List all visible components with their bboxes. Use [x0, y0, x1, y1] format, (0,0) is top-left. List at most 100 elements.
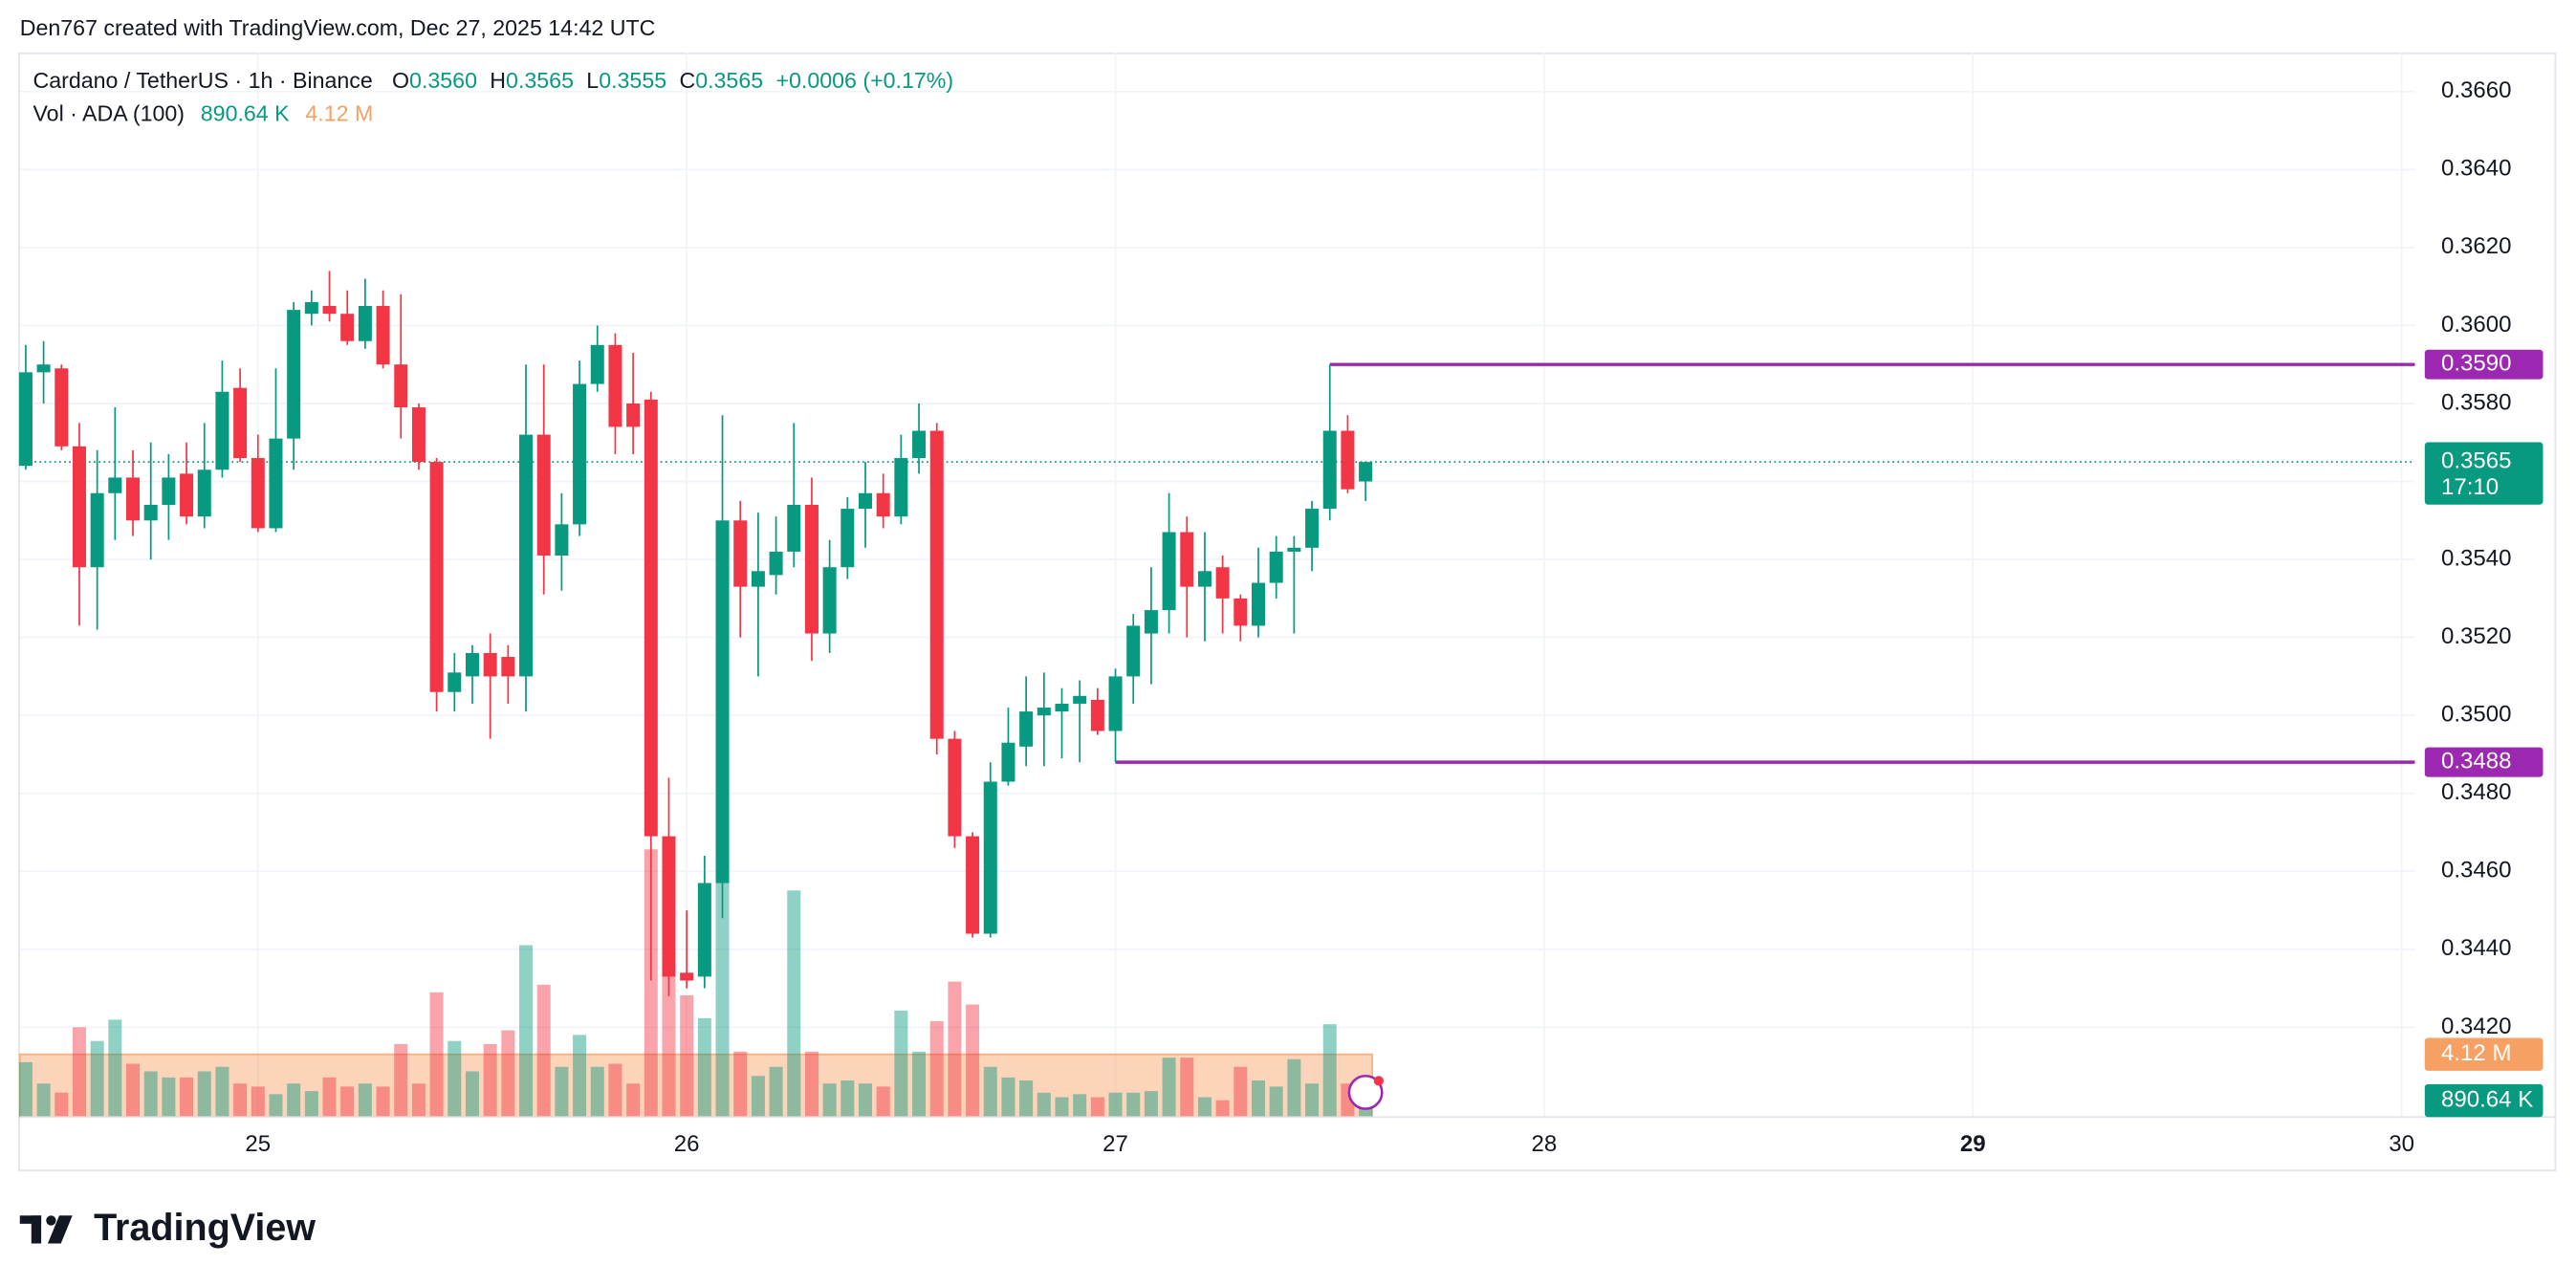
legend-volume: Vol · ADA (100) 890.64 K 4.12 M [33, 100, 373, 125]
volume-bar [55, 1092, 69, 1118]
candle-body [822, 567, 837, 634]
candle-body [215, 391, 229, 470]
candle-body [233, 387, 248, 459]
volume-bar [251, 1086, 265, 1118]
candle-body [804, 504, 819, 634]
volume-bar [1126, 1092, 1141, 1118]
volume-bar [1090, 1097, 1104, 1118]
volume-bar [966, 1004, 980, 1118]
candle-body [501, 657, 515, 677]
volume-bar [804, 1051, 819, 1118]
level-label-box [2424, 747, 2543, 777]
volume-bar [948, 981, 962, 1118]
candle-body [662, 836, 676, 977]
logo-mark [47, 1215, 73, 1244]
candle-body [912, 430, 927, 459]
level-label: 0.3488 [2441, 748, 2512, 774]
last-price-label: 0.3565 [2441, 447, 2512, 473]
volume-ma-label: 4.12 M [2441, 1040, 2512, 1066]
ohlc-value: 0.3555 [599, 68, 666, 93]
candle-body [72, 446, 86, 568]
candle-body [180, 473, 194, 517]
candle-body [143, 504, 158, 521]
volume-bar [1001, 1077, 1015, 1118]
candle-body [1341, 430, 1355, 490]
volume-ma-area [18, 1053, 1373, 1119]
volume-bar [358, 1083, 372, 1118]
x-tick-label: 30 [2389, 1131, 2414, 1157]
volume-bar [90, 1040, 104, 1118]
candle-body [626, 403, 641, 427]
volume-bar [143, 1071, 158, 1118]
candle-body [590, 344, 604, 384]
volume-bar [287, 1083, 301, 1118]
volume-bar [72, 1027, 86, 1118]
candle-body [1073, 695, 1087, 704]
candle-body [733, 520, 748, 587]
candle-body [126, 477, 141, 521]
y-tick-label: 0.3540 [2441, 545, 2512, 571]
alert-icon [1347, 1074, 1384, 1110]
y-tick-label: 0.3580 [2441, 389, 2512, 415]
volume-bar [1180, 1058, 1194, 1118]
volume-bar [1215, 1100, 1230, 1118]
candle-body [269, 438, 283, 529]
volume-bar [555, 1066, 569, 1118]
x-tick-label: 25 [245, 1131, 271, 1157]
x-tick-label: 27 [1102, 1131, 1128, 1157]
volume-bar [340, 1086, 355, 1118]
volume-bar [787, 890, 801, 1118]
y-tick-label: 0.3460 [2441, 858, 2512, 883]
candle-body [715, 520, 730, 883]
candle-body [1037, 708, 1051, 716]
ohlc-key: H [490, 68, 506, 93]
volume-bar [1197, 1097, 1212, 1118]
legend-main: Cardano / TetherUS · 1h · Binance O0.356… [33, 68, 953, 93]
volume-pane [18, 849, 1373, 1119]
volume-bar [197, 1071, 211, 1118]
logo-mark [46, 1215, 56, 1226]
volume-last-label-box [2424, 1083, 2543, 1118]
volume-bar [1287, 1058, 1301, 1118]
candle-body [858, 492, 872, 510]
candle-body [287, 310, 301, 439]
volume-bar [608, 1063, 622, 1118]
volume-last-label: 890.64 K [2441, 1086, 2533, 1112]
y-tick-label: 0.3480 [2441, 779, 2512, 805]
volume-bar [448, 1040, 462, 1118]
level-label-box [2424, 349, 2543, 380]
candle-body [483, 652, 497, 677]
candle-body [1305, 509, 1320, 548]
volume-bar [519, 945, 534, 1118]
logo-text: TradingView [94, 1207, 316, 1249]
volume-bar [894, 1010, 908, 1118]
candle-body [1162, 532, 1176, 611]
ohlc-value: 0.3565 [695, 68, 763, 93]
candle-body [1197, 571, 1212, 587]
candle-body [966, 836, 980, 934]
volume-bar [983, 1066, 997, 1118]
candle-body [340, 314, 355, 341]
candle-body [1287, 547, 1301, 552]
x-tick-label: 26 [674, 1131, 700, 1157]
y-tick-label: 0.3600 [2441, 312, 2512, 338]
candle-body [769, 551, 783, 576]
volume-bar [536, 984, 551, 1118]
candle-body [304, 301, 318, 315]
candle-body [448, 672, 462, 692]
volume-bar [1251, 1080, 1266, 1118]
volume-bar [18, 1061, 33, 1118]
volume-bar [394, 1043, 408, 1118]
volume-bar [644, 849, 658, 1118]
volume-bar [715, 881, 730, 1118]
candle-body [55, 368, 69, 447]
volume-bar [929, 1021, 944, 1118]
volume-bar [1019, 1080, 1034, 1118]
candle-body [197, 469, 211, 517]
candle-body [1359, 462, 1373, 482]
candle-body [394, 364, 408, 408]
y-tick-label: 0.3440 [2441, 935, 2512, 961]
candle-body [251, 458, 265, 529]
